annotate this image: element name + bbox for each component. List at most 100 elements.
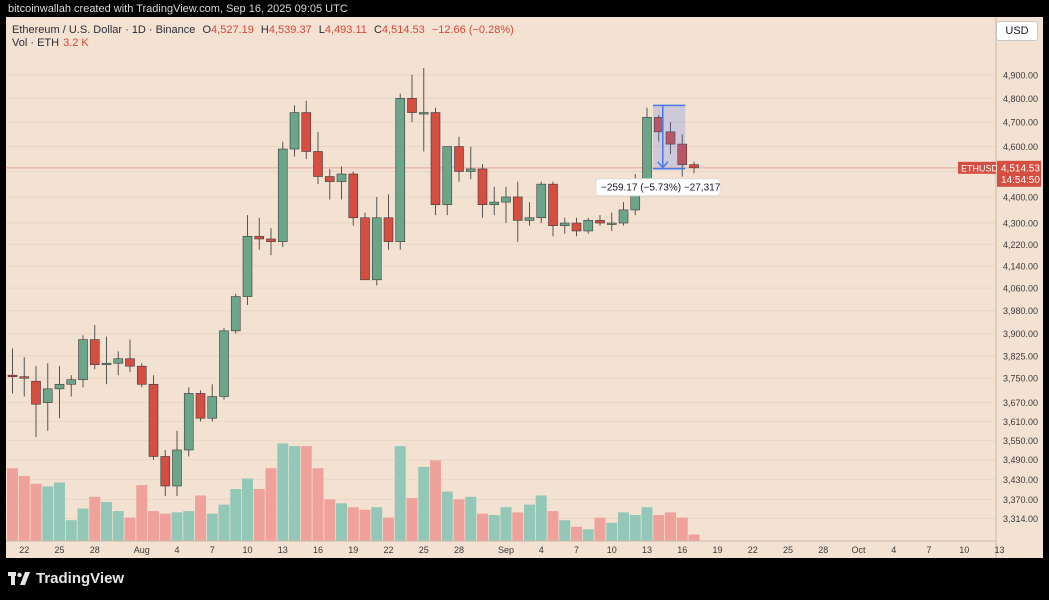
measure-tool[interactable]: −259.17 (−5.73%) −27,317 [595,104,721,197]
volume-bar [42,486,54,541]
volume-bar [289,446,300,541]
candle-body [207,396,218,419]
volume-bar [359,509,371,541]
candle-body [78,339,88,381]
ticker-tag [958,161,996,174]
time-tick-label: 13 [994,545,1004,555]
candle-body [160,456,171,487]
candle-body [301,112,312,152]
candle-body [336,173,347,182]
volume-bar [512,512,524,541]
price-tick-label: 3,550.00 [1003,436,1038,446]
volume-bar [559,520,571,541]
time-tick-label: 28 [454,545,464,555]
candle-body [430,112,441,206]
candle-body [512,196,523,221]
time-tick-label: 19 [348,545,358,555]
candle-body [583,220,594,232]
time-tick-label: 4 [891,545,896,555]
volume-bar [418,466,430,541]
candle-body [395,97,406,242]
candle-body [665,131,676,145]
volume-label[interactable]: Vol · ETH [12,37,60,49]
close-value: 4,514.53 [381,24,425,36]
tradingview-brand: TradingView [36,570,125,587]
candle-body [266,238,276,242]
price-tick-label: 3,750.00 [1003,374,1038,384]
volume-bar [54,482,65,541]
time-tick-label: 25 [783,545,793,555]
volume-bar [441,491,453,541]
time-tick-label: 19 [712,545,722,555]
volume-bar [312,468,324,541]
volume-bar [89,496,101,541]
candle-body [606,222,617,225]
time-tick-label: 16 [677,545,687,555]
volume-bar [524,504,535,541]
time-tick-label: 22 [19,545,29,555]
time-tick-label: Sep [498,545,514,555]
candle-body [559,222,570,226]
volume-bar [453,499,465,541]
volume-bar [618,512,629,541]
volume-bar [477,513,488,541]
volume-legend: Vol · ETH 3.2 K [12,37,89,49]
volume-bar [430,460,441,541]
high-label: H [260,24,269,36]
candle-body [42,388,53,403]
candle-body [348,173,359,219]
volume-bar [148,511,159,541]
candle-body [618,209,629,224]
price-tick-label: 3,980.00 [1003,306,1038,316]
candle-body [371,217,382,281]
candle-body [324,176,335,182]
chart-area[interactable]: −259.17 (−5.73%) −27,317 3,314.00 3,370.0… [6,17,1043,558]
price-tick-label: 3,370.00 [1003,495,1038,505]
time-axis[interactable]: 22 25 28 Aug 4 7 10 13 16 19 22 25 28 Sep 4 7 10 13 16 19 22… [19,545,1004,555]
time-tick-label: 10 [607,545,617,555]
symbol-title[interactable]: Ethereum / U.S. Dollar · 1D · Binance [12,24,196,36]
time-tick-label: 16 [313,545,323,555]
volume-bar [65,520,77,541]
candle-body [242,235,253,297]
price-tick-label: 4,700.00 [1003,118,1038,128]
candle-body [125,358,135,367]
volume-bar [218,504,230,541]
volume-bar [676,517,688,541]
volume-bar [265,468,277,541]
time-tick-label: 7 [210,545,215,555]
candle-body [465,168,476,172]
price-tick-label: 4,220.00 [1003,240,1038,250]
tradingview-logo-icon [8,571,30,585]
candle-body [454,146,464,172]
volume-bar [7,468,18,541]
volume-bar [571,526,582,541]
volume-bar [547,511,559,541]
time-tick-label: 4 [539,545,544,555]
volume-bar [183,511,195,541]
change-value: −12.66 (−0.28%) [431,24,514,36]
candle-body [677,143,688,165]
price-axis[interactable]: 3,314.00 3,370.00 3,430.00 3,490.00 3,550.00… [1003,70,1038,523]
candle-body [536,183,547,219]
currency-button[interactable]: USD [996,21,1038,41]
price-tick-label: 3,430.00 [1003,475,1038,485]
volume-bar [629,515,641,541]
candle-body [383,217,394,242]
time-tick-label: 10 [959,545,969,555]
volume-bar [500,507,512,541]
time-tick-label: 13 [278,545,288,555]
volume-bar [277,443,289,541]
candle-body [113,358,124,364]
grid-layer [6,74,996,519]
volume-bar [641,507,653,541]
price-tick-label: 4,060.00 [1003,284,1038,294]
volume-bar [206,513,218,541]
price-chart[interactable]: −259.17 (−5.73%) −27,317 3,314.00 3,370.0… [6,17,1043,558]
price-tick-label: 3,314.00 [1003,514,1038,524]
time-tick-label: 7 [926,545,931,555]
tradingview-logo[interactable]: TradingView [8,570,124,587]
volume-value: 3.2 K [63,37,89,49]
measure-label-box [595,178,721,197]
candle-body [136,365,147,385]
